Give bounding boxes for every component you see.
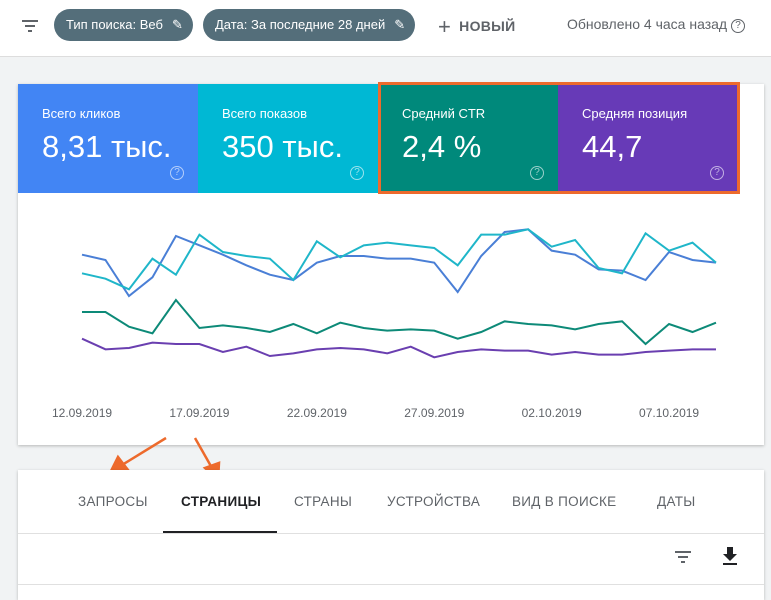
metric-impressions[interactable]: Всего показов 350 тыс.?: [198, 84, 378, 193]
series-line-impressions: [81, 228, 717, 291]
performance-card: Всего кликов 8,31 тыс.? Всего показов 350 …: [18, 82, 764, 445]
metric-position[interactable]: Средняя позиция 44,7?: [558, 84, 738, 193]
divider: [18, 533, 764, 534]
active-tab-indicator: [163, 531, 277, 533]
arrow-to-pages: [193, 437, 214, 469]
divider: [18, 584, 764, 585]
tab-dates[interactable]: ДАТЫ: [657, 494, 696, 509]
help-icon[interactable]: ?: [170, 166, 184, 180]
series-line-position: [81, 337, 716, 359]
edit-icon: ✎: [172, 17, 183, 32]
new-filter-button[interactable]: + НОВЫЙ: [438, 14, 516, 40]
filter-icon[interactable]: [673, 547, 693, 567]
x-tick-label: 07.10.2019: [639, 406, 700, 420]
x-tick-label: 12.09.2019: [52, 406, 113, 420]
search-type-chip[interactable]: Тип поиска: Веб ✎: [54, 9, 193, 41]
metric-value: 44,7: [582, 129, 643, 164]
filter-icon[interactable]: [20, 16, 40, 36]
metric-label: Всего показов: [222, 106, 307, 121]
date-chip[interactable]: Дата: За последние 28 дней ✎: [203, 9, 416, 41]
tab-devices[interactable]: УСТРОЙСТВА: [387, 494, 481, 509]
x-tick-label: 27.09.2019: [404, 406, 465, 420]
chip-label: Тип поиска: Веб: [66, 17, 163, 32]
metric-ctr[interactable]: Средний CTR 2,4 %?: [378, 84, 558, 193]
updated-text: Обновлено 4 часа назад: [567, 16, 728, 32]
download-icon[interactable]: [720, 545, 740, 567]
tab-queries[interactable]: ЗАПРОСЫ: [78, 494, 148, 509]
metric-label: Средний CTR: [402, 106, 486, 121]
edit-icon: ✎: [394, 17, 406, 32]
metric-value: 2,4 %: [402, 129, 482, 164]
chip-label: Дата: За последние 28 дней: [215, 17, 386, 32]
x-tick-label: 02.10.2019: [521, 406, 582, 420]
metric-label: Средняя позиция: [582, 106, 688, 121]
updated-status: Обновлено 4 часа назад ?: [567, 16, 745, 33]
new-label: НОВЫЙ: [459, 18, 516, 34]
tab-search-appearance[interactable]: ВИД В ПОИСКЕ: [512, 494, 617, 509]
help-icon[interactable]: ?: [730, 19, 745, 33]
metric-label: Всего кликов: [42, 106, 121, 121]
plus-icon: +: [438, 14, 452, 39]
performance-chart: [81, 228, 717, 359]
x-tick-label: 22.09.2019: [286, 406, 347, 420]
highlight-box: [378, 82, 740, 194]
x-tick-label: 17.09.2019: [169, 406, 230, 420]
top-bar: Тип поиска: Веб ✎ Дата: За последние 28 д…: [0, 0, 771, 57]
metric-clicks[interactable]: Всего кликов 8,31 тыс.?: [18, 84, 198, 193]
tab-countries[interactable]: СТРАНЫ: [294, 494, 353, 509]
tab-pages[interactable]: СТРАНИЦЫ: [181, 494, 262, 509]
help-icon[interactable]: ?: [530, 166, 544, 180]
help-icon[interactable]: ?: [710, 166, 724, 180]
series-line-ctr: [82, 298, 717, 346]
metric-value: 350 тыс.: [222, 129, 343, 164]
arrow-to-queries: [121, 436, 167, 467]
dimension-tabs: ЗАПРОСЫ СТРАНИЦЫ СТРАНЫ УСТРОЙСТВА ВИД В…: [18, 470, 764, 600]
metric-value: 8,31 тыс.: [42, 129, 172, 164]
help-icon[interactable]: ?: [350, 166, 364, 180]
